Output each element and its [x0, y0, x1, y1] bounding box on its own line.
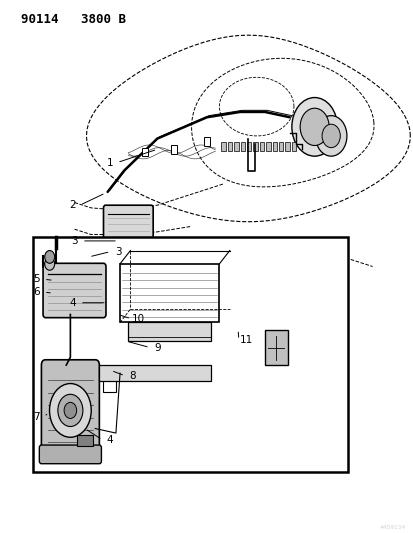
Bar	[278, 142, 283, 151]
Text: 9: 9	[154, 343, 160, 352]
Circle shape	[299, 108, 328, 146]
Bar	[240, 142, 244, 151]
Text: 11: 11	[239, 335, 252, 345]
Text: 4459134: 4459134	[379, 526, 405, 530]
Circle shape	[45, 257, 55, 270]
FancyBboxPatch shape	[41, 360, 99, 461]
Bar	[114, 243, 130, 253]
Text: 7: 7	[33, 412, 40, 422]
Text: 3: 3	[71, 236, 78, 246]
Bar	[33, 237, 347, 472]
Bar	[266, 142, 270, 151]
Text: 6: 6	[33, 287, 40, 297]
Bar	[120, 264, 219, 322]
Bar	[99, 365, 211, 381]
Text: 4: 4	[69, 298, 76, 308]
Bar	[264, 330, 287, 365]
Circle shape	[291, 98, 337, 156]
Bar	[291, 142, 295, 151]
Bar	[170, 145, 177, 154]
Circle shape	[45, 251, 55, 263]
FancyBboxPatch shape	[43, 263, 106, 318]
Bar	[259, 142, 263, 151]
Text: 4: 4	[106, 435, 113, 445]
Text: 8: 8	[129, 371, 135, 381]
Bar	[247, 142, 251, 151]
Circle shape	[321, 124, 339, 148]
FancyBboxPatch shape	[103, 205, 153, 245]
Circle shape	[58, 394, 83, 426]
Bar	[285, 142, 289, 151]
Bar	[227, 142, 232, 151]
Bar	[272, 142, 276, 151]
Bar	[221, 142, 225, 151]
Bar	[141, 148, 148, 156]
Bar	[253, 142, 257, 151]
Text: 10: 10	[132, 314, 145, 324]
Circle shape	[64, 402, 76, 418]
FancyBboxPatch shape	[39, 445, 101, 464]
Bar	[76, 435, 93, 446]
Bar	[203, 137, 210, 146]
Circle shape	[50, 384, 91, 437]
Text: 5: 5	[33, 274, 40, 284]
Text: 90114   3800 B: 90114 3800 B	[21, 13, 126, 26]
Circle shape	[315, 116, 346, 156]
Text: 2: 2	[69, 200, 76, 210]
Bar	[128, 322, 211, 341]
Text: 1: 1	[106, 158, 113, 167]
Text: 3: 3	[114, 247, 121, 256]
Bar	[234, 142, 238, 151]
